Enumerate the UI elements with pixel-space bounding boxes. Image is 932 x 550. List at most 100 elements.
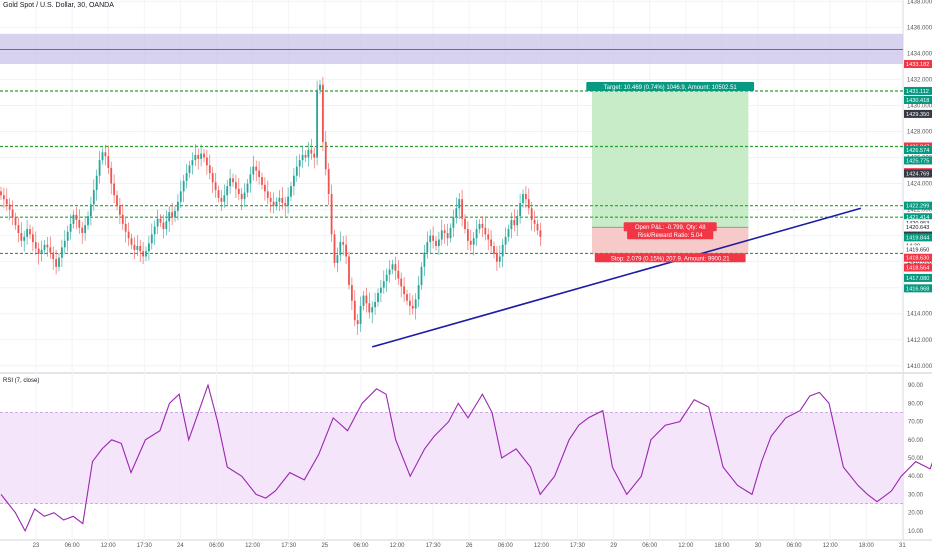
- candle-body: [145, 251, 147, 257]
- rr-label-bg: [627, 230, 714, 240]
- target-label: Target: 10.469 (0.74%) 1046.9, Amount: 1…: [604, 85, 738, 91]
- time-tick-label: 24: [177, 543, 184, 549]
- candle-body: [133, 244, 136, 250]
- candle-body: [124, 223, 127, 232]
- time-tick-label: 17:30: [570, 543, 586, 549]
- candle-body: [232, 178, 234, 183]
- candle-body: [330, 193, 333, 235]
- pnl-label: Open P&L: -0.799, Qty: 48: [635, 225, 706, 231]
- candle-body: [235, 182, 237, 189]
- candle-body: [17, 225, 20, 234]
- price-tag-bg: [904, 201, 932, 210]
- candle-body: [223, 195, 226, 202]
- price-tag: 1418.630: [906, 256, 929, 262]
- candle-body: [185, 173, 188, 181]
- time-tick-label: 12:00: [245, 543, 261, 549]
- price-tick-label: 1412.000: [907, 338, 932, 344]
- price-tick-label: 1430.000: [907, 103, 932, 109]
- candle-body: [275, 201, 278, 206]
- candle-body: [0, 191, 2, 196]
- candle-body: [391, 264, 394, 270]
- candle-body: [200, 153, 202, 159]
- candle-body: [261, 177, 263, 185]
- stop-label: Stop: 2.079 (0.15%) 207.9, Amount: 9900.…: [611, 256, 730, 262]
- candle-body: [536, 223, 539, 231]
- time-tick-label: 17:30: [426, 543, 442, 549]
- candle-body: [493, 246, 495, 254]
- candle-body: [356, 320, 359, 325]
- candle-body: [438, 239, 440, 247]
- candle-body: [281, 197, 284, 204]
- candle-body: [527, 199, 530, 209]
- candle-body: [487, 234, 490, 240]
- candle-body: [258, 170, 260, 178]
- time-tick-label: 31: [899, 543, 906, 549]
- candle-body: [26, 229, 28, 237]
- rsi-title: RSI (7, close): [3, 378, 40, 384]
- time-tick-label: 12:00: [678, 543, 694, 549]
- candle-body: [382, 281, 385, 288]
- candle-body: [87, 216, 89, 226]
- candle-body: [316, 89, 318, 158]
- time-tick-label: 06:00: [498, 543, 514, 549]
- candle-body: [116, 195, 118, 206]
- price-tag: 1417.080: [906, 276, 929, 282]
- trendline: [371, 207, 862, 348]
- rsi-tick-label: 90.00: [908, 383, 924, 389]
- time-tick-label: 06:00: [787, 543, 803, 549]
- candle-body: [23, 236, 26, 241]
- candle-body: [229, 178, 231, 187]
- candle-body: [52, 252, 55, 260]
- candle-body: [522, 193, 524, 204]
- candle-body: [252, 166, 255, 175]
- candle-body: [539, 230, 542, 237]
- candle-body: [423, 252, 426, 267]
- candle-body: [417, 285, 420, 300]
- candle-body: [449, 227, 452, 239]
- rsi-band: [0, 412, 903, 504]
- candle-body: [420, 266, 423, 286]
- candle-body: [165, 221, 168, 230]
- candle-body: [339, 242, 342, 256]
- candle-body: [293, 175, 295, 187]
- rsi-tick-label: 10.00: [908, 529, 924, 535]
- candle-body: [443, 230, 446, 234]
- candle-body: [240, 193, 243, 200]
- price-tag-bg: [904, 109, 932, 118]
- candle-body: [295, 166, 298, 176]
- time-tick-label: 12:00: [534, 543, 550, 549]
- price-tick-label: 1418.000: [907, 260, 932, 266]
- candle-body: [55, 259, 57, 267]
- candle-body: [290, 186, 292, 197]
- candle-body: [121, 214, 124, 224]
- candle-body: [287, 196, 289, 206]
- candle-body: [90, 204, 92, 217]
- candle-body: [342, 242, 345, 245]
- time-tick-label: 17:30: [281, 543, 297, 549]
- candle-body: [159, 218, 162, 223]
- price-tag-bg: [904, 253, 932, 262]
- candle-body: [501, 244, 504, 257]
- time-tick-label: 29: [610, 543, 617, 549]
- candle-body: [264, 184, 266, 192]
- candle-body: [397, 270, 400, 279]
- candle-body: [400, 278, 403, 287]
- candle-body: [368, 303, 371, 313]
- candle-body: [66, 231, 69, 241]
- candle-body: [504, 236, 507, 245]
- candle-body: [362, 295, 365, 306]
- time-tick-label: 06:00: [65, 543, 81, 549]
- candle-body: [411, 305, 414, 309]
- rsi-tick-label: 30.00: [908, 492, 924, 498]
- candle-body: [217, 190, 220, 198]
- price-tick-label: 1422.000: [907, 208, 932, 214]
- candle-body: [211, 173, 214, 183]
- candle-body: [220, 197, 223, 202]
- candle-body: [307, 149, 310, 158]
- candle-body: [380, 287, 382, 293]
- candle-body: [461, 199, 463, 219]
- time-tick-label: 06:00: [353, 543, 369, 549]
- price-tag: 1420.643: [906, 225, 929, 231]
- candle-body: [150, 234, 153, 244]
